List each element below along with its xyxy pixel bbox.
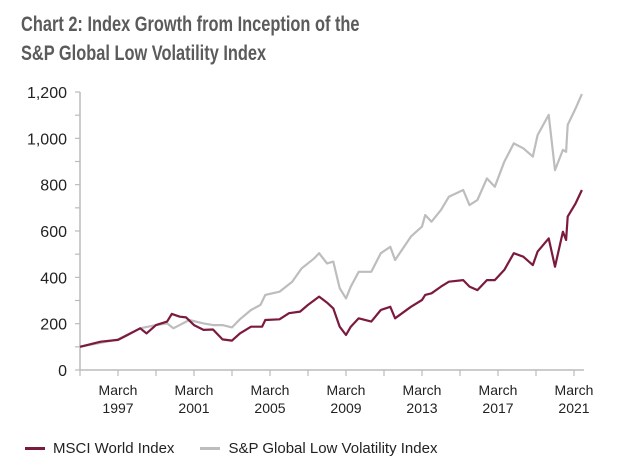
chart-title-line-1: Chart 2: Index Growth from Inception of …	[21, 13, 360, 36]
x-tick-label-month: March	[175, 382, 214, 398]
x-tick-label-year: 2013	[406, 400, 437, 416]
x-tick-label-year: 2001	[178, 400, 209, 416]
x-tick-label-month: March	[327, 382, 366, 398]
x-tick-label-year: 2017	[482, 400, 513, 416]
x-tick-label-year: 2021	[558, 400, 589, 416]
x-tick-label-month: March	[555, 382, 594, 398]
series-line-msci-world	[79, 189, 583, 348]
chart-title-line-2: S&P Global Low Volatility Index	[21, 42, 267, 65]
x-tick-label-year: 2005	[254, 400, 285, 416]
y-tick-label: 1,000	[27, 131, 67, 148]
x-tick-label-month: March	[251, 382, 290, 398]
y-tick-label: 600	[40, 224, 67, 241]
y-tick-label: 800	[40, 178, 67, 195]
y-tick-label: 1,200	[27, 85, 67, 102]
legend-item-sp-low-vol: S&P Global Low Volatility Index	[200, 440, 437, 457]
x-tick-label-month: March	[99, 382, 138, 398]
x-tick-label-year: 2009	[330, 400, 361, 416]
legend: MSCI World Index S&P Global Low Volatili…	[25, 440, 463, 457]
chart-title: Chart 2: Index Growth from Inception of …	[21, 10, 360, 68]
x-tick-label-month: March	[403, 382, 442, 398]
legend-swatch-msci	[25, 447, 45, 450]
x-tick-label-year: 1997	[102, 400, 133, 416]
legend-label-sp-low-vol: S&P Global Low Volatility Index	[228, 440, 438, 457]
legend-label-msci: MSCI World Index	[53, 440, 175, 457]
y-tick-label: 0	[58, 363, 67, 380]
legend-item-msci: MSCI World Index	[25, 440, 174, 457]
legend-swatch-sp-low-vol	[200, 447, 221, 450]
y-tick-label: 400	[40, 270, 67, 287]
y-tick-label: 200	[40, 317, 67, 334]
x-tick-label-month: March	[479, 382, 518, 398]
series-line-sp-global-low-vol	[79, 93, 583, 348]
